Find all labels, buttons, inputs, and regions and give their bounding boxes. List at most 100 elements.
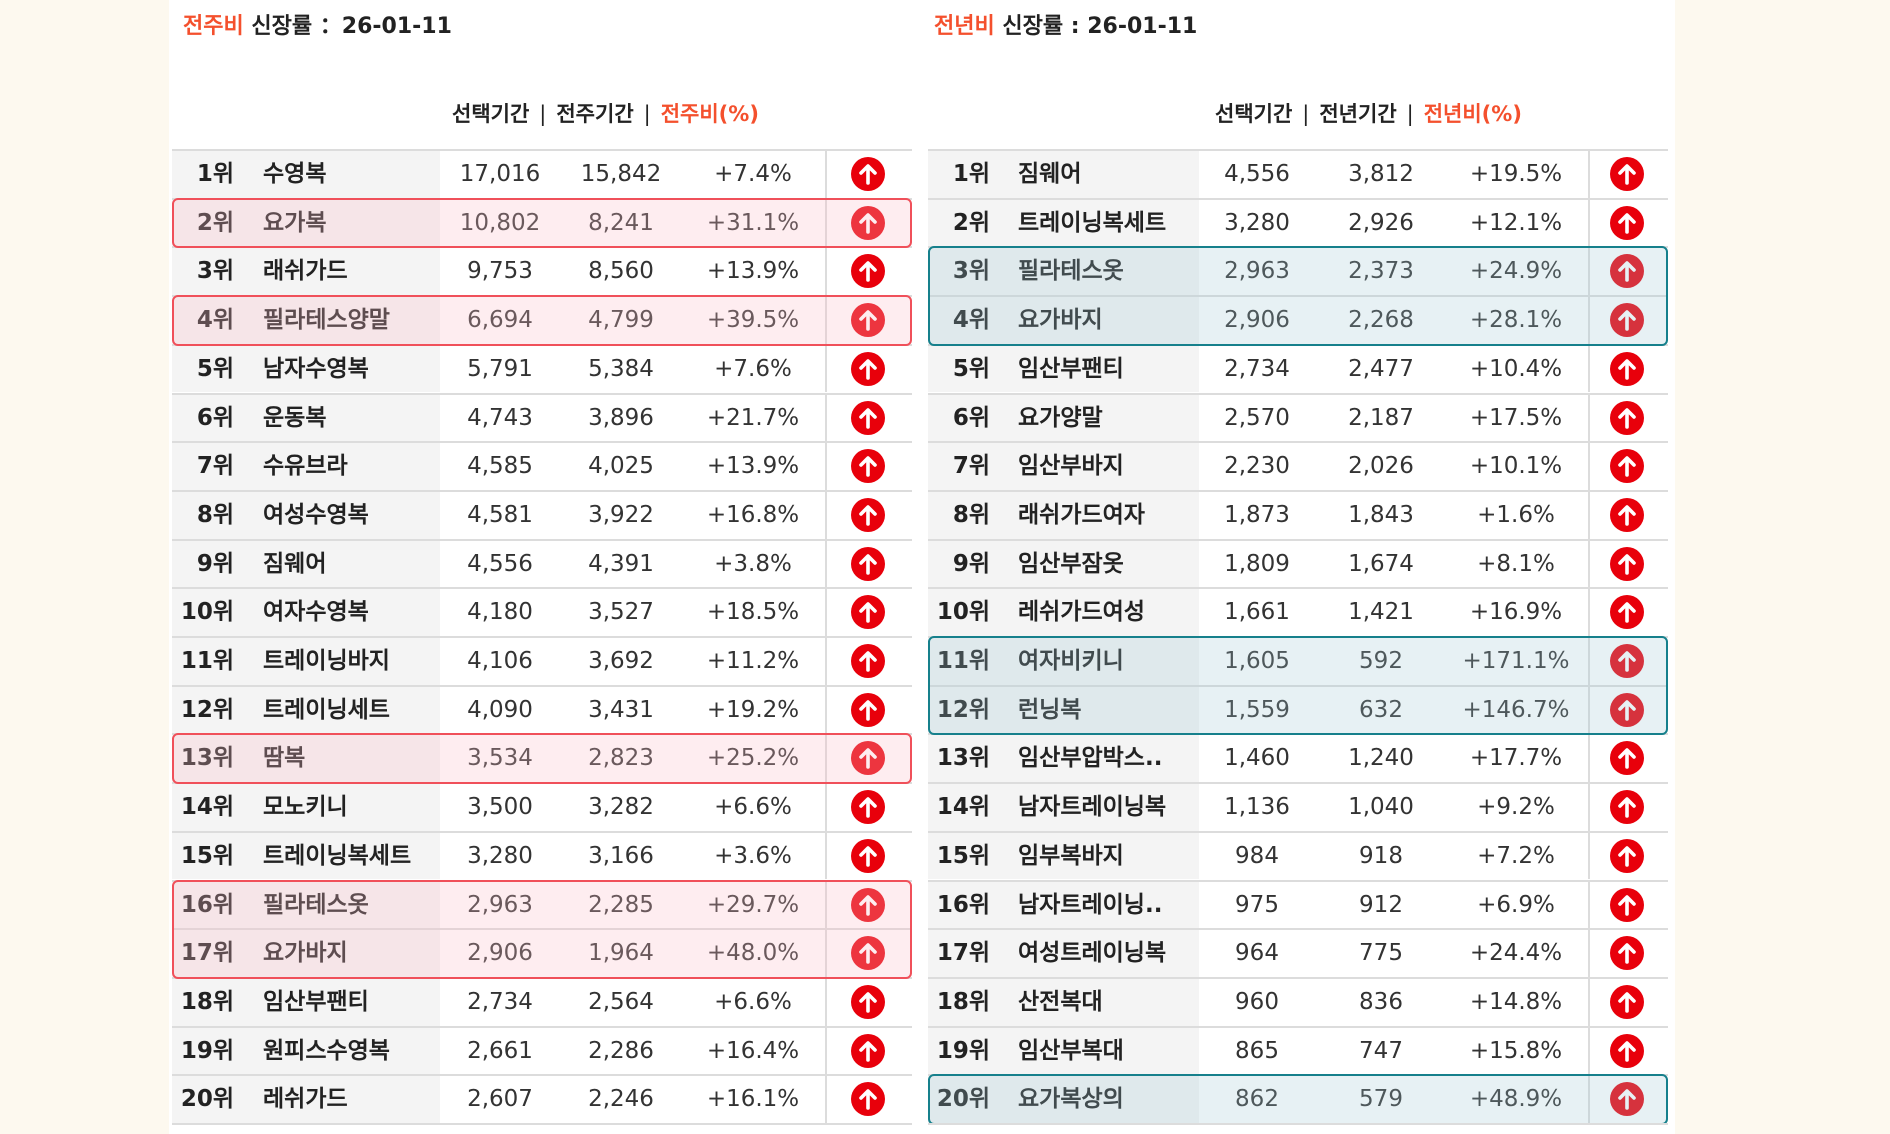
header-change-percent: 전주비(%) <box>660 102 759 126</box>
change-percent: +24.9% <box>1469 258 1563 285</box>
arrow-up-circle-icon <box>851 790 885 825</box>
change-percent: +16.4% <box>706 1037 800 1064</box>
rank: 17위 <box>936 940 990 967</box>
keyword-name: 트레이닝세트 <box>263 696 390 723</box>
change-percent: +29.7% <box>706 891 800 918</box>
keyword-name: 임산부복대 <box>1018 1037 1124 1064</box>
arrow-up-circle-icon <box>851 303 885 338</box>
table-row[interactable]: 17위 여성트레이닝복 964 775 +24.4% <box>928 928 1668 977</box>
rank: 9위 <box>196 550 234 577</box>
keyword-name: 남자트레이닝.. <box>1018 891 1163 918</box>
table-row[interactable]: 11위 트레이닝바지 4,106 3,692 +11.2% <box>172 636 912 685</box>
table-row[interactable]: 10위 여자수영복 4,180 3,527 +18.5% <box>172 587 912 636</box>
table-row[interactable]: 15위 트레이닝복세트 3,280 3,166 +3.6% <box>172 830 912 880</box>
arrow-up-circle-icon <box>1610 595 1644 630</box>
header-separator: | <box>643 102 651 126</box>
table-row[interactable]: 11위 여자비키니 1,605 592 +171.1% <box>928 636 1668 685</box>
change-percent: +146.7% <box>1462 696 1570 723</box>
arrow-up-circle-icon <box>1610 254 1644 289</box>
previous-period-value: 912 <box>1359 891 1403 918</box>
table-row[interactable]: 15위 임부복바지 984 918 +7.2% <box>928 830 1668 880</box>
arrow-up-circle-icon <box>851 692 885 727</box>
table-row[interactable]: 5위 남자수영복 5,791 5,384 +7.6% <box>172 343 912 393</box>
name-cell-bg <box>172 832 440 880</box>
table-row[interactable]: 14위 모노키니 3,500 3,282 +6.6% <box>172 782 912 831</box>
table-row[interactable]: 17위 요가바지 2,906 1,964 +48.0% <box>172 928 912 977</box>
name-cell-bg <box>928 248 1199 296</box>
rank: 18위 <box>936 988 990 1015</box>
table-row[interactable]: 7위 임산부바지 2,230 2,026 +10.1% <box>928 441 1668 490</box>
name-cell-bg <box>928 881 1199 929</box>
current-period-value: 2,734 <box>1224 355 1290 382</box>
name-cell-bg <box>928 589 1199 636</box>
table-row[interactable]: 12위 트레이닝세트 4,090 3,431 +19.2% <box>172 684 912 734</box>
table-row[interactable]: 8위 래쉬가드여자 1,873 1,843 +1.6% <box>928 489 1668 539</box>
table-row[interactable]: 13위 땀복 3,534 2,823 +25.2% <box>172 733 912 783</box>
keyword-name: 필라테스옷 <box>1018 258 1124 285</box>
table-row[interactable]: 4위 필라테스양말 6,694 4,799 +39.5% <box>172 295 912 344</box>
keyword-name: 모노키니 <box>263 794 348 821</box>
rank: 6위 <box>952 404 990 431</box>
column-divider <box>825 199 827 247</box>
table-row[interactable]: 13위 임산부압박스.. 1,460 1,240 +17.7% <box>928 733 1668 783</box>
keyword-name: 임산부팬티 <box>1018 355 1124 382</box>
column-divider <box>1588 589 1590 636</box>
table-row[interactable]: 1위 짐웨어 4,556 3,812 +19.5% <box>928 149 1668 198</box>
table-row[interactable]: 9위 짐웨어 4,556 4,391 +3.8% <box>172 538 912 588</box>
table-row[interactable]: 20위 레쉬가드 2,607 2,246 +16.1% <box>172 1074 912 1123</box>
table-row[interactable]: 20위 요가복상의 862 579 +48.9% <box>928 1074 1668 1123</box>
column-divider <box>825 832 827 880</box>
arrow-up-circle-icon <box>851 644 885 678</box>
weekly-title-rest: 신장률 ：26-01-11 <box>251 14 452 39</box>
table-row[interactable]: 5위 임산부팬티 2,734 2,477 +10.4% <box>928 343 1668 393</box>
weekly-column-headers: 선택기간 | 전주기간 | 전주비(%) <box>452 98 759 128</box>
arrow-up-circle-icon <box>851 741 885 776</box>
table-row[interactable]: 10위 레쉬가드여성 1,661 1,421 +16.9% <box>928 587 1668 636</box>
table-row[interactable]: 6위 운동복 4,743 3,896 +21.7% <box>172 392 912 442</box>
previous-period-value: 2,187 <box>1348 404 1414 431</box>
name-cell-bg <box>172 735 440 783</box>
table-row[interactable]: 12위 런닝복 1,559 632 +146.7% <box>928 684 1668 734</box>
name-cell-bg <box>928 151 1199 198</box>
previous-period-value: 15,842 <box>580 161 662 187</box>
table-row[interactable]: 1위 수영복 17,016 15,842 +7.4% <box>172 149 912 198</box>
column-divider <box>825 930 827 977</box>
table-row[interactable]: 8위 여성수영복 4,581 3,922 +16.8% <box>172 489 912 539</box>
column-divider <box>825 345 827 393</box>
arrow-up-circle-icon <box>851 449 885 484</box>
table-row[interactable]: 16위 필라테스옷 2,963 2,285 +29.7% <box>172 879 912 929</box>
rank: 15위 <box>936 842 990 869</box>
rank: 11위 <box>180 648 234 674</box>
arrow-up-circle-icon <box>1610 303 1644 338</box>
table-row[interactable]: 18위 임산부팬티 2,734 2,564 +6.6% <box>172 976 912 1026</box>
rank: 2위 <box>196 209 234 236</box>
table-row[interactable]: 3위 필라테스옷 2,963 2,373 +24.9% <box>928 246 1668 296</box>
table-row[interactable]: 4위 요가바지 2,906 2,268 +28.1% <box>928 295 1668 344</box>
table-row[interactable]: 16위 남자트레이닝.. 975 912 +6.9% <box>928 879 1668 929</box>
table-row[interactable]: 14위 남자트레이닝복 1,136 1,040 +9.2% <box>928 782 1668 831</box>
rank: 11위 <box>936 648 990 674</box>
current-period-value: 975 <box>1235 891 1279 918</box>
table-row[interactable]: 19위 원피스수영복 2,661 2,286 +16.4% <box>172 1025 912 1075</box>
name-cell-bg <box>172 151 440 198</box>
table-row[interactable]: 2위 요가복 10,802 8,241 +31.1% <box>172 197 912 247</box>
column-divider <box>1588 345 1590 393</box>
previous-period-value: 2,246 <box>588 1086 654 1113</box>
table-row[interactable]: 18위 산전복대 960 836 +14.8% <box>928 976 1668 1026</box>
table-row[interactable]: 7위 수유브라 4,585 4,025 +13.9% <box>172 441 912 490</box>
table-bottom-border <box>928 1123 1668 1125</box>
table-row[interactable]: 3위 래쉬가드 9,753 8,560 +13.9% <box>172 246 912 296</box>
table-row[interactable]: 19위 임산부복대 865 747 +15.8% <box>928 1025 1668 1075</box>
name-cell-bg <box>172 589 440 636</box>
table-row[interactable]: 2위 트레이닝복세트 3,280 2,926 +12.1% <box>928 197 1668 247</box>
change-percent: +11.2% <box>706 648 800 674</box>
name-cell-bg <box>172 881 440 929</box>
rank: 5위 <box>196 355 234 382</box>
change-percent: +24.4% <box>1469 940 1563 967</box>
rank: 7위 <box>196 453 234 480</box>
table-row[interactable]: 6위 요가양말 2,570 2,187 +17.5% <box>928 392 1668 442</box>
table-row[interactable]: 9위 임산부잠옷 1,809 1,674 +8.1% <box>928 538 1668 588</box>
previous-period-value: 2,373 <box>1348 258 1414 285</box>
change-percent: +7.6% <box>714 355 792 382</box>
rank: 13위 <box>936 745 990 772</box>
